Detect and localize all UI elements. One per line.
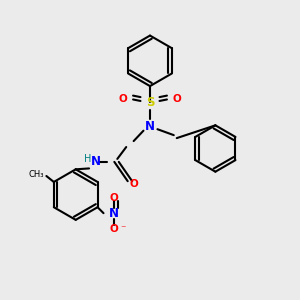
Text: O: O bbox=[110, 224, 118, 234]
Text: O: O bbox=[172, 94, 181, 104]
Text: N: N bbox=[109, 207, 119, 220]
Text: N: N bbox=[91, 155, 101, 168]
Text: ⁻: ⁻ bbox=[120, 224, 126, 235]
Text: N: N bbox=[145, 120, 155, 133]
Text: O: O bbox=[110, 193, 118, 203]
Text: H: H bbox=[84, 154, 91, 164]
Text: CH₃: CH₃ bbox=[28, 170, 44, 179]
Text: O: O bbox=[119, 94, 128, 104]
Text: O: O bbox=[130, 179, 139, 189]
Text: S: S bbox=[146, 96, 154, 109]
